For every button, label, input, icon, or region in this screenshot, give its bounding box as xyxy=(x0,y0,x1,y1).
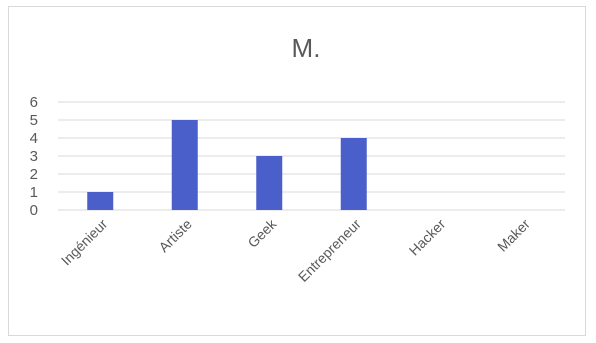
y-tick-label: 6 xyxy=(30,94,38,111)
y-tick-label: 2 xyxy=(30,166,38,183)
y-tick-label: 0 xyxy=(30,202,38,219)
x-tick-label: Geek xyxy=(244,215,280,251)
x-tick-label: Entrepreneur xyxy=(295,216,364,285)
chart-frame xyxy=(8,6,586,336)
bar xyxy=(87,192,114,210)
x-tick-label: Ingénieur xyxy=(58,216,111,269)
x-axis-labels: Ingénieur Artiste Geek Entrepreneur Hacker Ma… xyxy=(58,215,533,285)
x-tick-label: Artiste xyxy=(155,216,195,256)
x-tick-label: Hacker xyxy=(406,216,449,259)
y-tick-label: 1 xyxy=(30,184,38,201)
y-tick-label: 4 xyxy=(30,130,38,147)
bar-layer xyxy=(87,120,367,210)
x-tick-label: Maker xyxy=(494,216,533,255)
chart-title: M. xyxy=(292,33,321,63)
bar xyxy=(340,138,367,210)
grid-layer xyxy=(58,101,565,211)
bar xyxy=(256,156,283,210)
y-tick-label: 5 xyxy=(30,112,38,129)
y-tick-label: 3 xyxy=(30,148,38,165)
bar xyxy=(171,120,198,210)
